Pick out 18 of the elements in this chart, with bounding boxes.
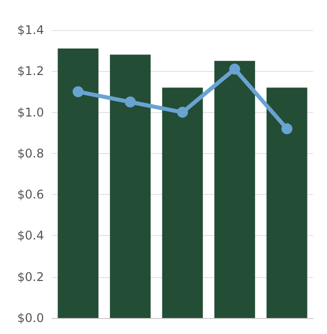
y-tick-label: $1.0 [17,105,44,120]
point [281,123,292,134]
bar [58,48,98,318]
bar [214,60,256,318]
bar [110,54,151,318]
point [177,106,188,118]
y-tick-label: $0.8 [17,146,44,160]
point [72,86,84,98]
y-tick-label: $0.4 [17,228,44,243]
y-tick-label: $1.2 [17,64,44,78]
y-tick-label: $0.6 [17,188,44,202]
y-tick-label: $1.4 [17,23,44,37]
y-tick-label: $0.0 [17,311,44,325]
bar [162,88,203,318]
bar [266,88,308,318]
point [229,64,240,75]
point [124,96,136,108]
y-tick-label: $0.2 [17,270,44,284]
